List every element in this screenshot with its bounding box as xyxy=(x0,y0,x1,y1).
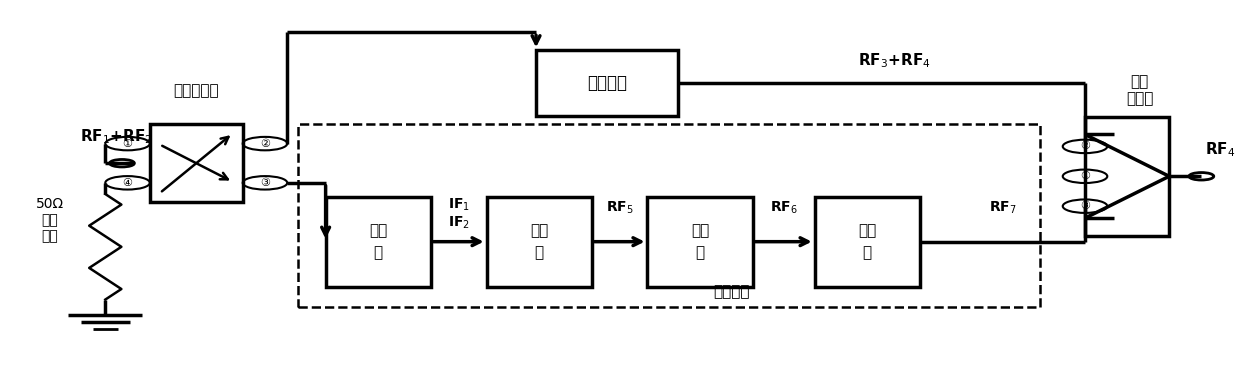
Bar xyxy=(815,197,920,286)
Text: 移相: 移相 xyxy=(858,223,877,238)
Text: ①: ① xyxy=(1080,171,1090,181)
Text: RF$_5$: RF$_5$ xyxy=(605,200,634,216)
Text: 稳幅模块: 稳幅模块 xyxy=(588,74,627,92)
Text: 器: 器 xyxy=(863,245,872,260)
Text: RF$_7$: RF$_7$ xyxy=(988,200,1017,216)
Text: 变频通道: 变频通道 xyxy=(713,285,749,300)
Text: 50Ω
负载
电阵: 50Ω 负载 电阵 xyxy=(36,197,63,243)
Bar xyxy=(326,197,430,286)
Bar xyxy=(486,197,591,286)
Text: ②: ② xyxy=(260,139,270,148)
Bar xyxy=(536,50,678,116)
Text: 放大: 放大 xyxy=(691,223,709,238)
Bar xyxy=(298,124,1040,307)
Text: 环: 环 xyxy=(534,245,543,260)
Text: RF$_3$+RF$_4$: RF$_3$+RF$_4$ xyxy=(858,51,930,70)
Text: RF$_1$+RF$_2$: RF$_1$+RF$_2$ xyxy=(79,128,153,146)
Text: IF$_2$: IF$_2$ xyxy=(448,215,470,231)
Text: RF$_6$: RF$_6$ xyxy=(770,200,797,216)
Text: IF$_1$: IF$_1$ xyxy=(448,196,470,213)
Text: 器: 器 xyxy=(696,245,704,260)
Text: 功率
合成器: 功率 合成器 xyxy=(1126,74,1153,106)
Text: 器: 器 xyxy=(373,245,383,260)
Text: ④: ④ xyxy=(123,178,133,188)
Bar xyxy=(647,197,753,286)
Text: ①: ① xyxy=(123,139,133,148)
Bar xyxy=(1085,117,1169,236)
Bar xyxy=(150,124,243,202)
Text: 分频: 分频 xyxy=(370,223,387,238)
Text: ③: ③ xyxy=(1080,201,1090,211)
Text: ③: ③ xyxy=(260,178,270,188)
Text: ②: ② xyxy=(1080,141,1090,152)
Text: 定向耦合器: 定向耦合器 xyxy=(174,83,219,98)
Text: RF$_4$: RF$_4$ xyxy=(1205,141,1235,159)
Text: 锁相: 锁相 xyxy=(529,223,548,238)
